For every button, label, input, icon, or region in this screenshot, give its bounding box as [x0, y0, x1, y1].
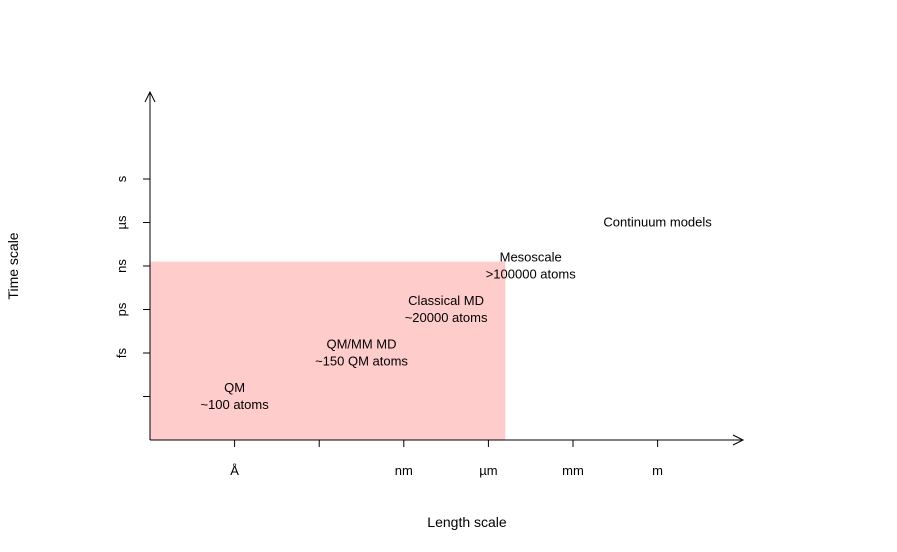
y-tick-label: ps	[114, 302, 129, 316]
annotation-line: QM/MM MD	[326, 337, 396, 352]
y-tick-label: s	[114, 175, 129, 182]
annotation-label: Classical MD ~20000 atoms	[405, 293, 488, 325]
y-ticks: fs ps ns µs s	[114, 175, 150, 397]
annotation-line: >100000 atoms	[486, 267, 576, 282]
x-axis-arrow	[732, 434, 745, 446]
annotation-label: QM/MM MD ~150 QM atoms	[315, 337, 408, 369]
annotation-line: ~20000 atoms	[405, 310, 488, 325]
annotation-line: Classical MD	[408, 293, 484, 308]
y-tick-label: µs	[114, 215, 129, 229]
x-tick-label: µm	[479, 463, 497, 478]
annotation-line: Continuum models	[603, 215, 712, 230]
x-tick-label: Å	[230, 463, 239, 478]
annotations: QM ~100 atoms QM/MM MD ~150 QM atoms Classic…	[200, 215, 712, 413]
x-axis-label: Length scale	[427, 514, 507, 530]
shaded-region	[150, 261, 506, 440]
annotation-label: Continuum models	[603, 215, 712, 230]
annotation-line: Mesoscale	[500, 250, 562, 265]
x-tick-label: mm	[562, 463, 584, 478]
x-tick-label: nm	[395, 463, 413, 478]
y-axis-label: Time scale	[5, 232, 21, 299]
x-tick-label: m	[652, 463, 663, 478]
annotation-line: QM	[224, 380, 245, 395]
y-axis-arrow	[144, 90, 156, 103]
annotation-label: QM ~100 atoms	[200, 380, 269, 412]
annotation-line: ~150 QM atoms	[315, 354, 408, 369]
y-tick-label: ns	[114, 259, 129, 273]
y-tick-label: fs	[114, 347, 129, 358]
annotation-line: ~100 atoms	[200, 397, 269, 412]
annotation-label: Mesoscale >100000 atoms	[486, 250, 576, 282]
